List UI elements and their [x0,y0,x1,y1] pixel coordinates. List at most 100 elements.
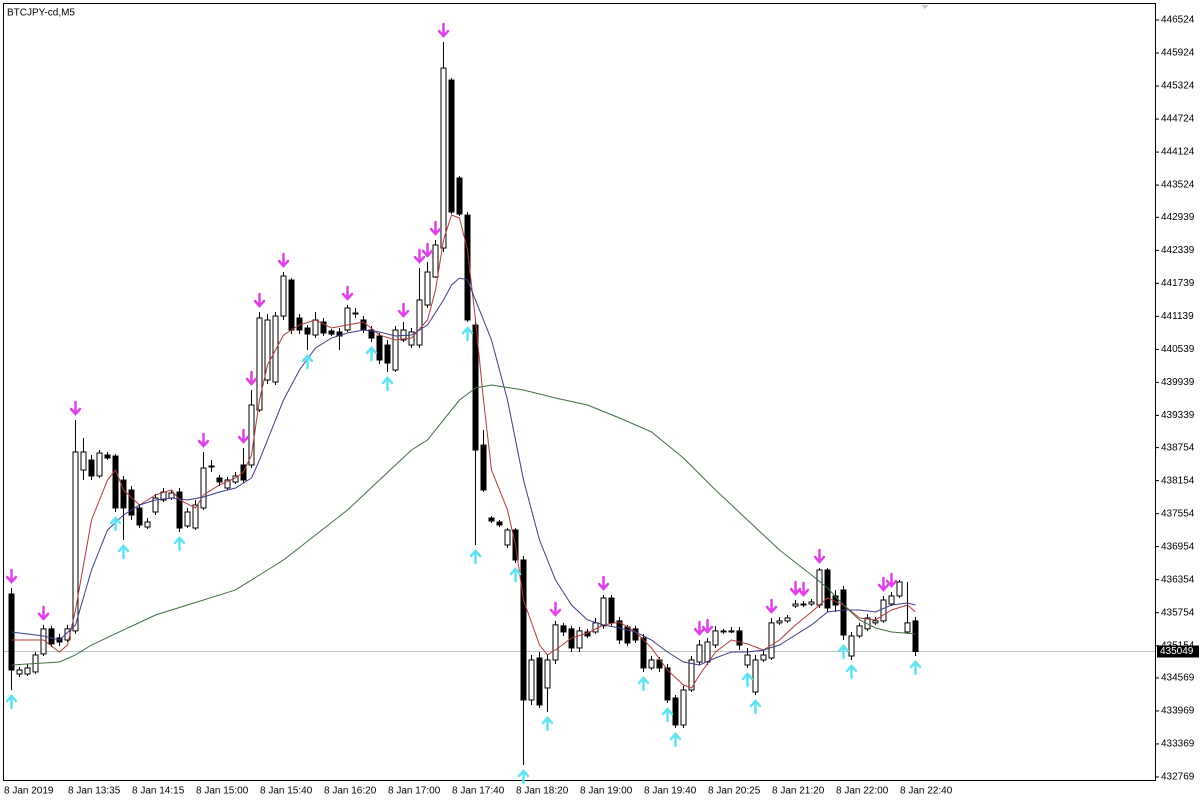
candle-body [448,79,455,213]
candle-body [368,329,375,339]
candle-body [704,641,711,663]
candle-body [680,689,687,726]
candle-body [328,330,335,335]
candle-body [208,465,215,468]
candle-body [72,451,79,632]
plot-frame [3,3,1156,781]
sell-arrow [237,428,250,444]
sell-arrow [597,575,610,591]
sell-arrow [693,620,706,636]
candle-body [776,620,783,624]
candle-body [280,275,287,317]
candle-body [392,329,399,371]
candle-body [792,603,799,607]
candle-body [200,467,207,509]
candle-body [312,319,319,336]
x-tick-label: 8 Jan 16:20 [324,786,377,797]
y-tick-label: 445324 [1161,81,1195,92]
buy-arrow [365,346,378,362]
x-tick-label: 8 Jan 21:20 [772,786,825,797]
y-tick-label: 436954 [1161,541,1195,552]
candle-body [720,630,727,633]
candle-body [168,492,175,499]
plot-area [4,22,1155,785]
sell-arrow [5,568,18,584]
candle-body [224,479,231,489]
sell-arrow [701,618,714,634]
buy-arrow [109,516,122,532]
sell-arrow [277,252,290,268]
sell-arrow [549,601,562,617]
candle-body [48,628,55,645]
candle-body [24,667,31,675]
x-tick-label: 8 Jan 17:40 [452,786,505,797]
y-tick-label: 435754 [1161,607,1195,618]
x-tick-label: 8 Jan 19:40 [644,786,697,797]
y-tick-label: 433369 [1161,739,1195,750]
sell-arrow [765,598,778,614]
candle-body [344,307,351,331]
x-tick-label: 8 Jan 13:35 [68,786,121,797]
candle-body [152,497,159,513]
candle-body [120,479,127,509]
sell-arrow [797,581,810,597]
sell-arrow [421,242,434,258]
x-tick-label: 8 Jan 19:00 [580,786,633,797]
candle-body [184,511,191,527]
sell-arrow [253,292,266,308]
y-tick-label: 442939 [1161,212,1195,223]
candle-body [480,444,487,491]
candle-body [456,177,463,215]
x-tick-label: 8 Jan 14:15 [132,786,185,797]
candle-body [576,630,583,649]
candle-body [16,669,23,675]
y-tick-label: 434569 [1161,673,1195,684]
sell-arrow [197,432,210,448]
candle-body [712,630,719,646]
candle-body [872,620,879,624]
x-tick-label: 8 Jan 15:40 [260,786,313,797]
candle-body [264,319,271,381]
x-tick-label: 8 Jan 18:20 [516,786,569,797]
x-tick-label: 8 Jan 15:00 [196,786,249,797]
sell-arrow [37,605,50,621]
y-tick-label: 438154 [1161,475,1195,486]
y-tick-label: 441139 [1161,311,1194,322]
candle-body [440,67,447,249]
candle-body [144,521,151,528]
candle-body [760,654,767,661]
candle-body [192,504,199,529]
sell-arrow [69,400,82,416]
last-price-label: 435049 [1160,646,1194,657]
candle-body [80,451,87,471]
candle-body [848,635,855,657]
candle-body [520,559,527,701]
candle-body [256,317,263,411]
y-tick-label: 436354 [1161,574,1195,585]
shift-marker [921,5,929,9]
x-tick-label: 8 Jan 22:00 [836,786,889,797]
buy-arrow [461,326,474,342]
candle-body [320,321,327,334]
chart-title: BTCJPY-cd,M5 [7,8,75,19]
candle-body [104,454,111,459]
sell-arrow [429,220,442,236]
candle-body [888,595,895,605]
sell-arrow [885,572,898,588]
buy-arrow [173,536,186,552]
candle-body [528,659,535,701]
candle-body [384,344,391,364]
buy-arrow [637,676,650,692]
candle-body [496,521,503,526]
candle-body [736,630,743,646]
buy-arrow [845,664,858,680]
candle-body [360,319,367,331]
candle-body [128,489,135,516]
y-tick-label: 442339 [1161,245,1195,256]
x-tick-label: 8 Jan 20:25 [708,786,761,797]
buy-arrow [749,699,762,715]
candle-body [896,581,903,597]
buy-arrow [301,354,314,370]
y-tick-label: 444724 [1161,114,1195,125]
buy-arrow [661,707,674,723]
